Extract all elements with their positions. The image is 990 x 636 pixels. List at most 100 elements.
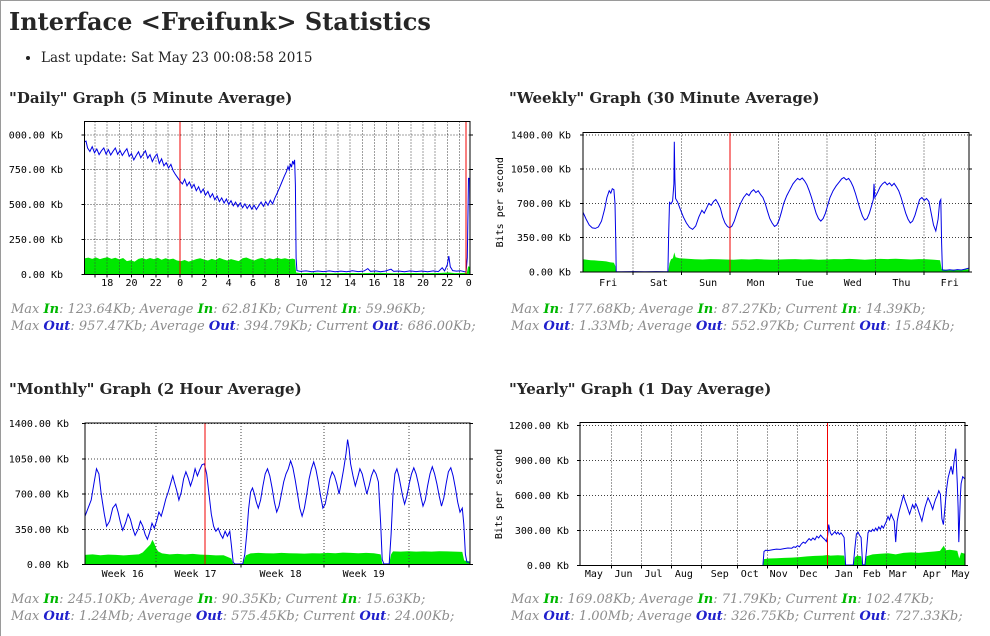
svg-text:250.00 Kb: 250.00 Kb <box>9 235 63 246</box>
svg-text:Mon: Mon <box>747 278 765 289</box>
monthly-graph: 0.00 Kb 350.00 Kb 700.00 Kb 1050.00 Kb 1400.… <box>9 419 473 580</box>
monthly-x-axis-labels: Week 16 Week 17 Week 18 Week 19 <box>102 569 385 580</box>
section-heading-yearly: "Yearly" Graph (1 Day Average) <box>509 380 772 398</box>
last-update: Last update: Sat May 23 00:08:58 2015 <box>41 50 990 66</box>
svg-text:Week 19: Week 19 <box>343 569 385 580</box>
update-list: Last update: Sat May 23 00:08:58 2015 <box>1 50 990 66</box>
svg-text:2: 2 <box>201 278 207 289</box>
svg-text:350.00 Kb: 350.00 Kb <box>15 525 69 536</box>
svg-text:22: 22 <box>441 278 453 289</box>
yearly-in-area <box>762 545 965 566</box>
yearly-y-axis-labels: 0.00 Kb 300.00 Kb 600.00 Kb 900.00 Kb 1200.0… <box>509 421 569 572</box>
daily-x-axis-labels: 18 20 22 0 2 4 6 8 10 12 14 16 18 20 22 0 <box>101 278 472 289</box>
section-heading-monthly: "Monthly" Graph (2 Hour Average) <box>9 380 302 398</box>
svg-text:20: 20 <box>125 278 137 289</box>
svg-text:12: 12 <box>320 278 332 289</box>
daily-gridlines <box>84 121 470 275</box>
svg-text:0.00 Kb: 0.00 Kb <box>529 268 571 279</box>
weekly-x-axis-labels: Fri Sat Sun Mon Tue Wed Thu Fri <box>599 278 959 289</box>
svg-text:Jul: Jul <box>644 569 662 580</box>
weekly-gridlines <box>583 132 969 272</box>
svg-text:750.00 Kb: 750.00 Kb <box>9 165 63 176</box>
svg-text:Sep: Sep <box>711 569 729 580</box>
svg-text:Feb: Feb <box>863 569 881 580</box>
svg-text:Sat: Sat <box>650 278 668 289</box>
svg-text:350.00 Kb: 350.00 Kb <box>517 233 571 244</box>
daily-frame <box>84 121 471 275</box>
svg-text:6: 6 <box>250 278 256 289</box>
svg-text:14: 14 <box>344 278 356 289</box>
daily-graph: 0.00 Kb 250.00 Kb 500.00 Kb 750.00 Kb 1000.0… <box>9 121 473 289</box>
svg-text:Fri: Fri <box>941 278 959 289</box>
svg-text:16: 16 <box>368 278 380 289</box>
weekly-graph: 0.00 Kb 350.00 Kb 700.00 Kb 1050.00 Kb 1400.… <box>495 130 972 289</box>
svg-text:0.00 Kb: 0.00 Kb <box>21 270 63 281</box>
svg-text:May: May <box>952 569 970 580</box>
monthly-y-axis-labels: 0.00 Kb 350.00 Kb 700.00 Kb 1050.00 Kb 1400.… <box>9 419 69 571</box>
svg-text:18: 18 <box>101 278 113 289</box>
svg-text:22: 22 <box>150 278 162 289</box>
svg-text:Week 16: Week 16 <box>102 569 144 580</box>
svg-text:Sun: Sun <box>699 278 717 289</box>
monthly-ticks <box>82 423 473 568</box>
svg-text:300.00 Kb: 300.00 Kb <box>515 526 569 537</box>
section-heading-daily: "Daily" Graph (5 Minute Average) <box>9 89 293 107</box>
svg-text:700.00 Kb: 700.00 Kb <box>517 199 571 210</box>
svg-text:0: 0 <box>466 278 472 289</box>
svg-text:500.00 Kb: 500.00 Kb <box>9 200 63 211</box>
svg-text:1050.00 Kb: 1050.00 Kb <box>511 165 571 176</box>
svg-text:May: May <box>585 569 603 580</box>
daily-ticks <box>81 134 473 278</box>
yearly-ticks <box>577 424 968 569</box>
monthly-in-area <box>85 539 470 565</box>
yearly-ylabel: Bits per second <box>494 449 505 539</box>
svg-text:0.00 Kb: 0.00 Kb <box>527 561 569 572</box>
svg-text:8: 8 <box>274 278 280 289</box>
yearly-graph: 0.00 Kb 300.00 Kb 600.00 Kb 900.00 Kb 1200.0… <box>494 421 970 580</box>
page-title: Interface <Freifunk> Statistics <box>9 7 431 36</box>
svg-text:Jan: Jan <box>835 569 853 580</box>
svg-text:Tue: Tue <box>796 278 814 289</box>
daily-y-axis-labels: 0.00 Kb 250.00 Kb 500.00 Kb 750.00 Kb 1000.0… <box>9 130 63 281</box>
weekly-ylabel: Bits per second <box>495 157 506 247</box>
svg-text:Apr: Apr <box>923 569 941 580</box>
svg-text:Dec: Dec <box>800 569 818 580</box>
svg-text:Wed: Wed <box>844 278 862 289</box>
svg-text:1000.00 Kb: 1000.00 Kb <box>9 130 63 141</box>
monthly-stats: Max In: 245.10Kb; Average In: 90.35Kb; C… <box>11 592 455 624</box>
svg-text:1050.00 Kb: 1050.00 Kb <box>9 454 69 465</box>
yearly-frame <box>579 422 966 566</box>
svg-text:900.00 Kb: 900.00 Kb <box>515 456 569 467</box>
svg-text:600.00 Kb: 600.00 Kb <box>515 491 569 502</box>
svg-text:Nov: Nov <box>770 569 788 580</box>
svg-text:20: 20 <box>417 278 429 289</box>
svg-text:0.00 Kb: 0.00 Kb <box>27 560 69 571</box>
svg-text:Aug: Aug <box>675 569 693 580</box>
daily-out-line <box>84 140 471 273</box>
weekly-frame <box>582 132 970 273</box>
svg-text:1400.00 Kb: 1400.00 Kb <box>9 419 69 430</box>
svg-text:1400.00 Kb: 1400.00 Kb <box>511 130 571 141</box>
monthly-gridlines <box>85 423 470 565</box>
svg-text:Thu: Thu <box>892 278 910 289</box>
yearly-gridlines <box>580 422 965 566</box>
weekly-ticks <box>580 134 972 275</box>
monthly-out-line <box>84 439 471 565</box>
yearly-stats: Max In: 169.08Kb; Average In: 71.79Kb; C… <box>511 592 963 624</box>
svg-text:4: 4 <box>226 278 232 289</box>
weekly-stats: Max In: 177.68Kb; Average In: 87.27Kb; C… <box>511 302 955 334</box>
weekly-in-area <box>583 252 969 272</box>
weekly-y-axis-labels: 0.00 Kb 350.00 Kb 700.00 Kb 1050.00 Kb 1400.… <box>511 130 571 278</box>
weekly-out-line <box>582 141 970 273</box>
svg-text:Oct: Oct <box>741 569 759 580</box>
svg-text:Week 18: Week 18 <box>260 569 302 580</box>
svg-text:700.00 Kb: 700.00 Kb <box>15 490 69 501</box>
svg-text:Week 17: Week 17 <box>174 569 216 580</box>
svg-text:Mar: Mar <box>889 569 907 580</box>
svg-text:0: 0 <box>177 278 183 289</box>
svg-text:1200.00 Kb: 1200.00 Kb <box>509 421 569 432</box>
yearly-out-line <box>762 448 966 566</box>
svg-text:Jun: Jun <box>614 569 632 580</box>
svg-text:18: 18 <box>393 278 405 289</box>
